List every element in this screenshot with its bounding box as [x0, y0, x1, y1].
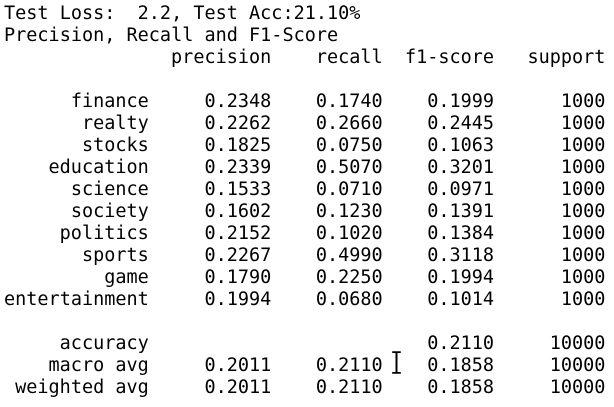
table-row-accuracy: accuracy 0.2110 10000 — [4, 333, 614, 355]
row-label: finance — [70, 91, 149, 112]
cell-f1: 0.1994 — [427, 267, 495, 288]
cell-f1: 0.1858 — [427, 355, 495, 376]
cell-f1: 0.1999 — [427, 91, 495, 112]
col-header-recall: recall — [315, 47, 383, 68]
cell-precision: 0.2262 — [204, 113, 272, 134]
table-row-weighted-avg: weighted avg 0.2011 0.2110 0.1858 10000 — [4, 377, 614, 399]
table-row-entertainment: entertainment 0.1994 0.0680 0.1014 1000 — [4, 289, 614, 311]
cell-f1: 0.1858 — [427, 377, 495, 398]
cell-recall — [271, 333, 382, 355]
cell-recall: 0.5070 — [315, 157, 383, 178]
cell-f1: 0.1384 — [427, 223, 495, 244]
header-spacer — [4, 47, 149, 69]
cell-recall: 0.1230 — [315, 201, 383, 222]
row-label: accuracy — [59, 333, 149, 354]
col-header-precision: precision — [171, 47, 272, 68]
table-row-society: society 0.1602 0.1230 0.1391 1000 — [4, 201, 614, 223]
cell-support: 1000 — [560, 135, 606, 156]
table-row-politics: politics 0.2152 0.1020 0.1384 1000 — [4, 223, 614, 245]
col-header-support: support — [527, 47, 606, 68]
cell-recall: 0.2250 — [315, 267, 383, 288]
row-label: entertainment — [4, 289, 149, 310]
cell-precision: 0.2011 — [204, 377, 272, 398]
cell-precision: 0.2267 — [204, 245, 272, 266]
cell-support: 1000 — [560, 91, 606, 112]
cell-precision: 0.1602 — [204, 201, 272, 222]
col-header-f1-score: f1-score — [404, 47, 495, 68]
cell-f1: 0.2110 — [427, 333, 495, 354]
cell-precision: 0.2339 — [204, 157, 272, 178]
table-row-sports: sports 0.2267 0.4990 0.3118 1000 — [4, 245, 614, 267]
row-label: education — [48, 157, 149, 178]
cell-precision: 0.2011 — [204, 355, 272, 376]
cell-recall: 0.1740 — [315, 91, 383, 112]
table-row-education: education 0.2339 0.5070 0.3201 1000 — [4, 157, 614, 179]
table-row-stocks: stocks 0.1825 0.0750 0.1063 1000 — [4, 135, 614, 157]
table-row-finance: finance 0.2348 0.1740 0.1999 1000 — [4, 91, 614, 113]
cell-f1: 0.0971 — [427, 179, 495, 200]
cell-recall: 0.4990 — [315, 245, 383, 266]
row-label: science — [70, 179, 149, 200]
cell-precision: 0.1790 — [204, 267, 272, 288]
cell-support: 1000 — [560, 223, 606, 244]
cell-precision: 0.1994 — [204, 289, 272, 310]
cell-precision — [149, 333, 272, 355]
cell-support: 10000 — [549, 355, 606, 376]
cell-f1: 0.3201 — [427, 157, 495, 178]
cell-support: 1000 — [560, 113, 606, 134]
cell-support: 10000 — [549, 377, 606, 398]
cell-recall: 0.2660 — [315, 113, 383, 134]
cell-f1: 0.2445 — [427, 113, 495, 134]
cell-support: 1000 — [560, 267, 606, 288]
cell-support: 1000 — [560, 179, 606, 200]
cell-recall: 0.0710 — [315, 179, 383, 200]
row-label: politics — [59, 223, 149, 244]
cell-f1: 0.1063 — [427, 135, 495, 156]
table-row-realty: realty 0.2262 0.2660 0.2445 1000 — [4, 113, 614, 135]
row-label: sports — [81, 245, 149, 266]
table-header-row: precision recall f1-score support — [4, 47, 614, 69]
cell-f1: 0.1014 — [427, 289, 495, 310]
row-label: macro avg — [48, 355, 149, 376]
cell-recall: 0.2110 — [315, 355, 383, 376]
cell-support: 1000 — [560, 289, 606, 310]
cell-recall: 0.0680 — [315, 289, 383, 310]
cell-support: 1000 — [560, 245, 606, 266]
blank-line — [4, 311, 614, 333]
cell-recall: 0.0750 — [315, 135, 383, 156]
cell-recall: 0.2110 — [315, 377, 383, 398]
row-label: weighted avg — [15, 377, 149, 398]
cell-f1: 0.1391 — [427, 201, 495, 222]
cell-f1: 0.3118 — [427, 245, 495, 266]
row-label: realty — [81, 113, 149, 134]
cell-support: 10000 — [549, 333, 606, 354]
cell-precision: 0.1533 — [204, 179, 272, 200]
table-row-game: game 0.1790 0.2250 0.1994 1000 — [4, 267, 614, 289]
table-row-macro-avg: macro avg 0.2011 0.2110 0.1858 10000 — [4, 355, 614, 377]
table-row-science: science 0.1533 0.0710 0.0971 1000 — [4, 179, 614, 201]
cell-precision: 0.1825 — [204, 135, 272, 156]
cell-recall: 0.1020 — [315, 223, 383, 244]
row-label: stocks — [81, 135, 149, 156]
cell-support: 1000 — [560, 201, 606, 222]
cell-precision: 0.2348 — [204, 91, 272, 112]
row-label: game — [104, 267, 149, 288]
report-title-line: Precision, Recall and F1-Score — [4, 25, 339, 46]
cell-support: 1000 — [560, 157, 606, 178]
cell-precision: 0.2152 — [204, 223, 272, 244]
row-label: society — [70, 201, 149, 222]
blank-line — [4, 69, 614, 91]
test-metrics-line: Test Loss: 2.2, Test Acc:21.10% — [4, 3, 361, 24]
